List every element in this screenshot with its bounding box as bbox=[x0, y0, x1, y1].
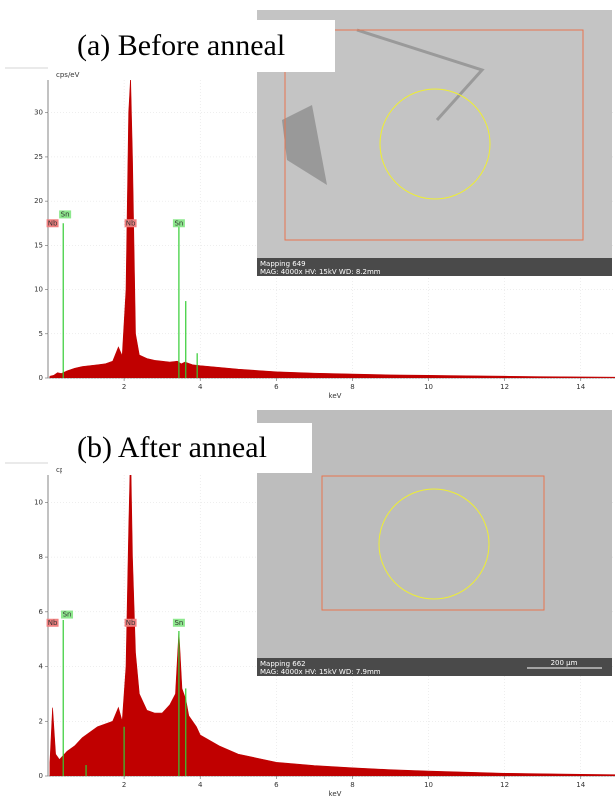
x-tick-label: 12 bbox=[500, 781, 509, 789]
y-tick-label: 5 bbox=[39, 330, 43, 338]
info-strip bbox=[257, 258, 612, 276]
element-label: Nb bbox=[48, 619, 58, 627]
x-tick-label: 6 bbox=[274, 781, 279, 789]
y-tick-label: 20 bbox=[34, 197, 43, 205]
grain bbox=[282, 105, 327, 185]
y-tick-label: 10 bbox=[34, 498, 43, 506]
element-label: Nb bbox=[126, 219, 136, 227]
x-tick-label: 8 bbox=[350, 383, 354, 391]
grain bbox=[356, 28, 485, 122]
y-tick-label: 4 bbox=[39, 663, 44, 671]
x-tick-label: 2 bbox=[122, 781, 126, 789]
x-tick-label: 4 bbox=[198, 383, 203, 391]
x-tick-label: 6 bbox=[274, 383, 279, 391]
y-tick-label: 6 bbox=[39, 608, 44, 616]
info-strip bbox=[257, 658, 612, 676]
y-tick-label: 25 bbox=[34, 153, 43, 161]
x-tick-label: 10 bbox=[424, 781, 433, 789]
panel-title: (b) After anneal bbox=[77, 431, 267, 464]
spectrum-area bbox=[49, 80, 615, 378]
panel-title: (a) Before anneal bbox=[77, 29, 285, 62]
y-tick-label: 0 bbox=[39, 374, 43, 382]
inset-caption: Mapping 662 bbox=[260, 660, 306, 668]
x-tick-label: 8 bbox=[350, 781, 354, 789]
analysis-area bbox=[284, 29, 584, 241]
x-axis-label: keV bbox=[329, 392, 342, 400]
element-label: Nb bbox=[126, 619, 136, 627]
title-box bbox=[62, 423, 312, 473]
plot bbox=[49, 80, 615, 378]
inset-info: MAG: 4000x HV: 15kV WD: 7.9mm bbox=[260, 668, 381, 676]
element-label: Nb bbox=[48, 219, 58, 227]
analysis-area bbox=[321, 475, 545, 611]
title-box bbox=[62, 20, 335, 72]
x-tick-label: 2 bbox=[122, 383, 126, 391]
x-tick-label: 14 bbox=[576, 383, 585, 391]
x-tick-label: 12 bbox=[500, 383, 509, 391]
y-tick-label: 2 bbox=[39, 717, 43, 725]
element-label-box bbox=[124, 219, 137, 228]
element-label-box bbox=[172, 219, 185, 228]
plot bbox=[49, 475, 615, 776]
sem-image bbox=[257, 410, 612, 658]
x-tick-label: 10 bbox=[424, 383, 433, 391]
x-tick-label: 4 bbox=[198, 781, 203, 789]
x-axis-label: keV bbox=[329, 790, 342, 798]
element-label-box bbox=[172, 618, 185, 627]
scale-bar-label: 200 µm bbox=[551, 659, 578, 667]
inset-caption: Mapping 649 bbox=[260, 260, 306, 268]
spectrum-area bbox=[49, 475, 615, 776]
y-tick-label: 0 bbox=[39, 772, 43, 780]
element-label: Sn bbox=[63, 611, 72, 619]
x-tick-label: 14 bbox=[576, 781, 585, 789]
y-tick-label: 30 bbox=[34, 109, 43, 117]
y-tick-label: 15 bbox=[34, 241, 43, 249]
y-tick-label: 10 bbox=[34, 286, 43, 294]
y-axis-label: cps/eV bbox=[56, 71, 80, 79]
element-label-box bbox=[46, 618, 59, 627]
element-label-box bbox=[61, 610, 74, 619]
element-label: Sn bbox=[174, 619, 183, 627]
spot bbox=[378, 488, 490, 600]
element-label: Sn bbox=[61, 210, 70, 218]
spot bbox=[379, 88, 491, 200]
y-tick-label: 8 bbox=[39, 553, 43, 561]
element-label-box bbox=[46, 219, 59, 228]
inset-info: MAG: 4000x HV: 15kV WD: 8.2mm bbox=[260, 268, 381, 276]
element-label-box bbox=[124, 618, 137, 627]
element-label: Sn bbox=[174, 219, 183, 227]
element-label-box bbox=[59, 210, 72, 219]
